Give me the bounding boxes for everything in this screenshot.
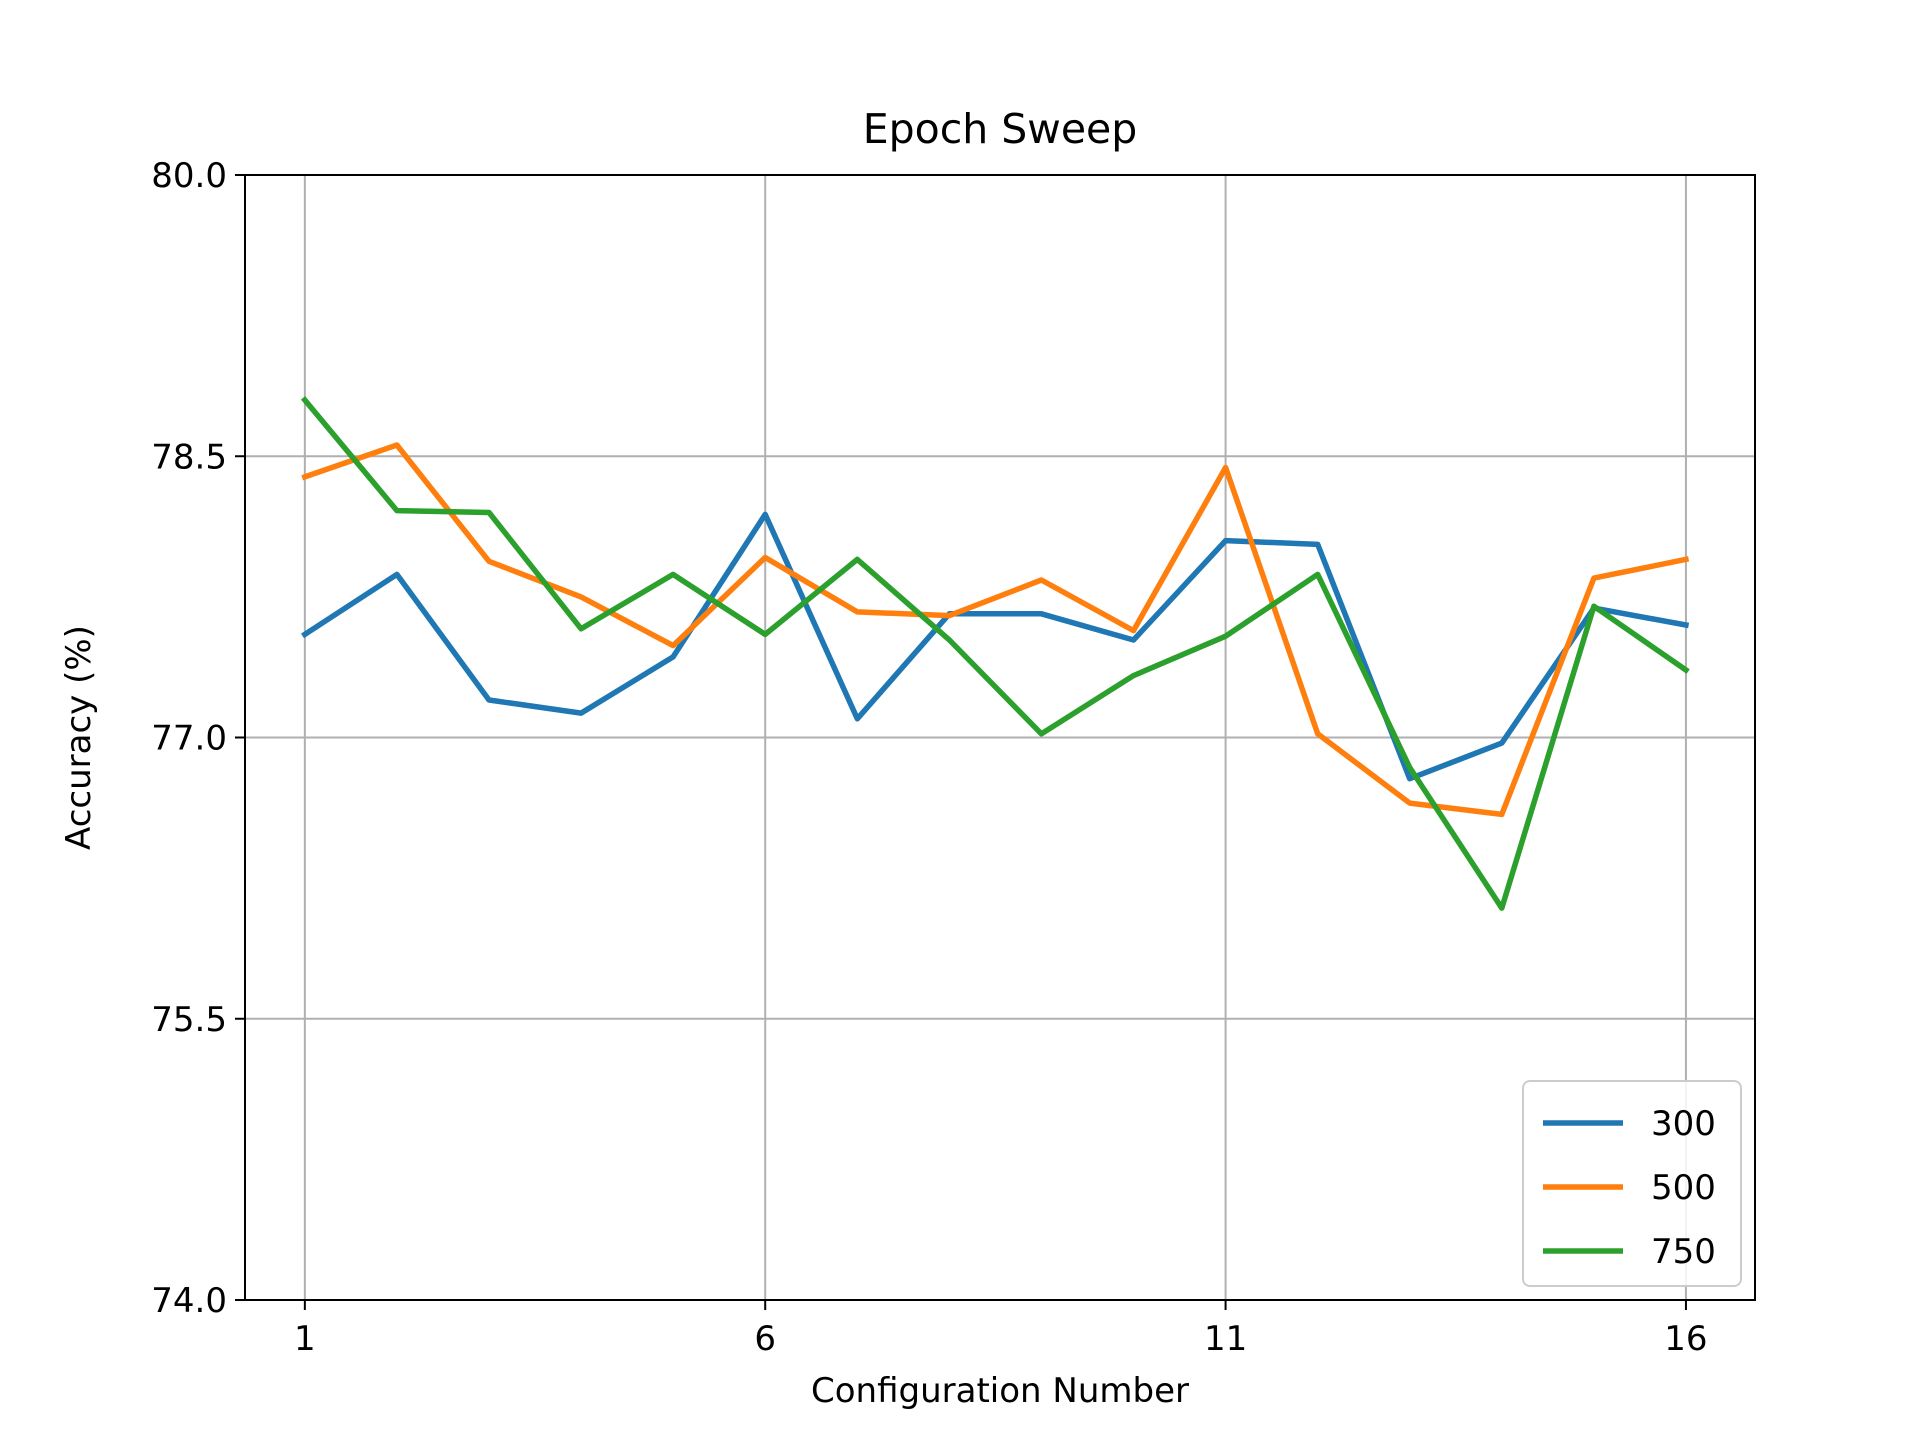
- x-tick-label: 16: [1664, 1319, 1707, 1359]
- legend-box: [1522, 1080, 1742, 1287]
- x-tick-label: 1: [294, 1319, 316, 1359]
- series-line-500: [301, 442, 1690, 818]
- y-tick-label: 78.5: [151, 437, 227, 477]
- x-tick-label: 11: [1204, 1319, 1247, 1359]
- series-line-750: [300, 396, 1690, 911]
- legend: 300 500 750: [1522, 1080, 1742, 1287]
- y-axis-label: Accuracy (%): [59, 625, 99, 850]
- x-axis-label: Configuration Number: [811, 1371, 1189, 1411]
- y-tick-label: 75.5: [151, 1000, 227, 1040]
- legend-label-750: 750: [1651, 1232, 1716, 1272]
- legend-label-500: 500: [1651, 1168, 1716, 1208]
- y-tick-label: 80.0: [151, 156, 227, 196]
- y-tick-label: 77.0: [151, 719, 227, 759]
- legend-label-300: 300: [1651, 1104, 1716, 1144]
- series-layer: [300, 396, 1690, 911]
- series-line-300: [300, 511, 1690, 782]
- x-tick-label: 6: [754, 1319, 776, 1359]
- chart-title: Epoch Sweep: [863, 105, 1138, 153]
- y-tick-label: 74.0: [151, 1281, 227, 1321]
